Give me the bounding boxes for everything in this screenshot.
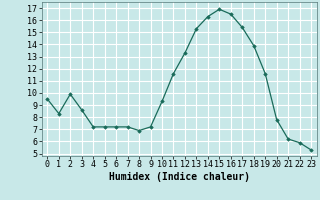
X-axis label: Humidex (Indice chaleur): Humidex (Indice chaleur) <box>109 172 250 182</box>
